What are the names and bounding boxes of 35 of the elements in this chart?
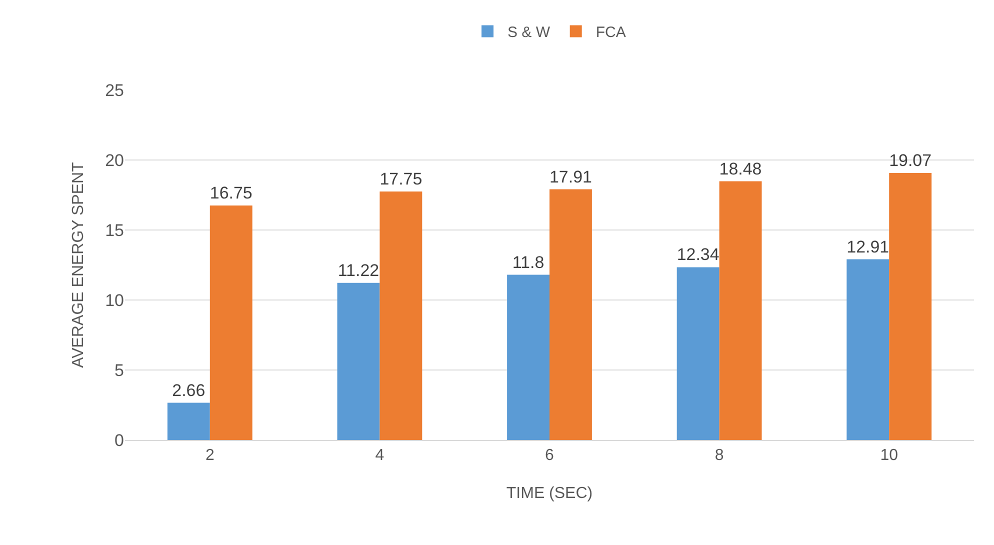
x-tick-label: 8: [714, 447, 724, 464]
y-tick-label: 5: [114, 360, 124, 380]
data-label: 17.91: [550, 167, 592, 186]
bar: [380, 192, 422, 440]
y-axis-title: AVERAGE ENERGY SPENT: [70, 162, 87, 368]
bar: [719, 181, 762, 440]
data-label: 19.07: [889, 151, 932, 170]
y-tick-label: 10: [105, 290, 124, 310]
data-label: 11.22: [338, 260, 380, 280]
legend-label: S & W: [508, 24, 551, 42]
data-label: 12.91: [846, 237, 890, 256]
x-tick-label: 2: [205, 447, 214, 464]
bar: [889, 173, 932, 440]
data-label: 18.48: [719, 159, 762, 178]
x-tick-label: 6: [545, 447, 554, 464]
y-tick-label: 15: [105, 220, 124, 240]
bar: [550, 189, 592, 440]
x-axis-title: TIME (SEC): [506, 485, 593, 502]
legend-label: FCA: [596, 24, 626, 42]
bar: [167, 402, 210, 440]
data-label: 12.34: [676, 245, 720, 264]
x-tick-label: 10: [880, 447, 898, 464]
bar: [337, 282, 380, 440]
data-label: 2.66: [172, 380, 206, 400]
bar: [676, 267, 720, 440]
x-tick-label: 4: [375, 447, 384, 464]
bar: [507, 274, 550, 440]
y-tick-label: 0: [114, 430, 124, 450]
data-label: 11.8: [512, 252, 544, 272]
y-tick-label: 20: [105, 150, 124, 170]
bar: [846, 259, 890, 440]
data-label: 16.75: [210, 184, 252, 203]
data-label: 17.75: [380, 170, 422, 189]
bar: [210, 206, 252, 440]
y-tick-label: 25: [105, 80, 124, 100]
